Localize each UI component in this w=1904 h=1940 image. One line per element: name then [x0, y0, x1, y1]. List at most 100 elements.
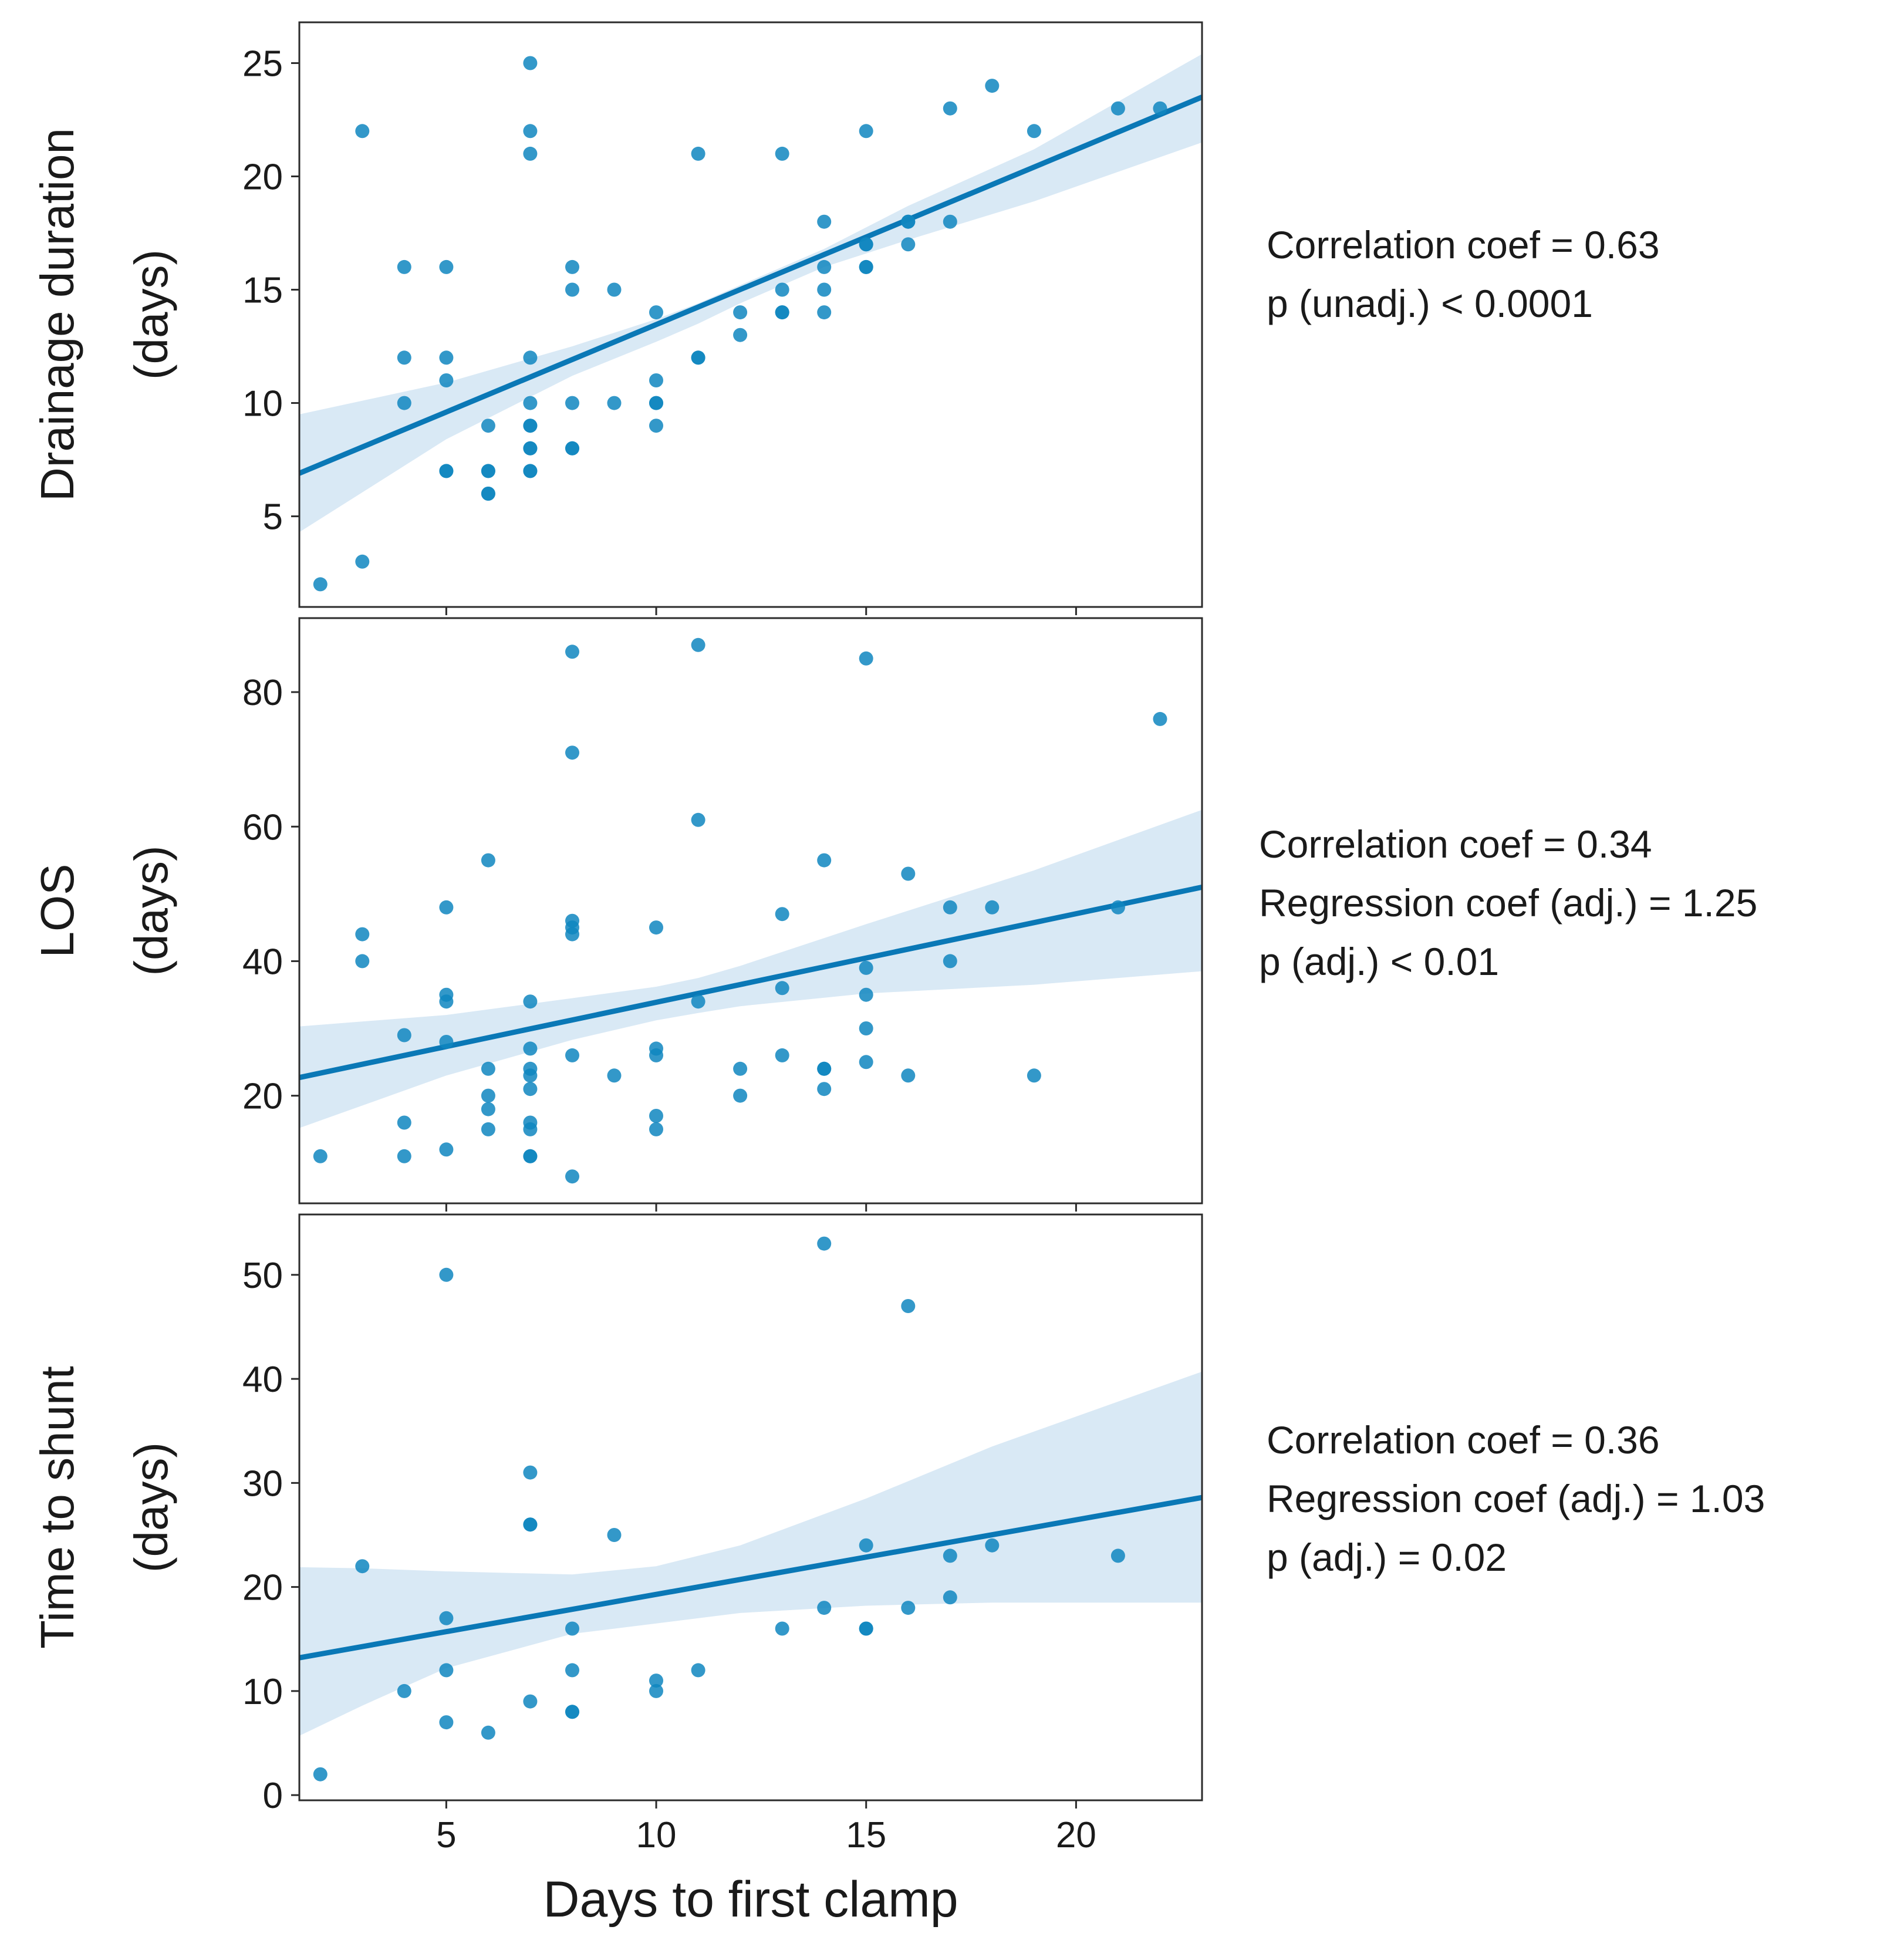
regression-line — [299, 1494, 1203, 1661]
data-point — [649, 1109, 663, 1123]
data-point — [607, 1528, 622, 1542]
y-axis-label: Drainage duration — [31, 128, 83, 501]
data-point — [775, 1621, 789, 1636]
data-point — [649, 1683, 663, 1698]
data-point — [355, 1559, 370, 1574]
y-axis-label: (days) — [125, 1442, 177, 1573]
y-axis-label: (days) — [125, 249, 177, 380]
stat-annotation: Correlation coef = 0.63 — [1267, 223, 1660, 266]
data-point — [523, 441, 538, 456]
data-point — [607, 396, 622, 410]
data-point — [313, 1149, 328, 1163]
data-point — [397, 1683, 411, 1698]
data-point — [439, 994, 454, 1009]
data-point — [859, 1055, 873, 1069]
y-tick-label: 10 — [242, 384, 283, 424]
data-point — [523, 464, 538, 478]
data-point — [691, 812, 705, 827]
data-point — [901, 214, 916, 229]
data-point — [397, 1115, 411, 1130]
data-point — [649, 305, 663, 320]
data-point — [1110, 900, 1125, 915]
stat-annotation: p (adj.) < 0.01 — [1259, 940, 1499, 983]
data-point — [481, 1061, 495, 1076]
data-point — [775, 1048, 789, 1062]
confidence-band — [299, 54, 1202, 532]
data-point — [481, 1088, 495, 1103]
y-tick-label: 20 — [242, 1568, 283, 1608]
panel-1: 5 10 15 20 25 Drainage duration (days) Correlat… — [31, 21, 1660, 615]
data-point — [859, 259, 873, 274]
data-point — [565, 282, 579, 297]
y-axis-label: (days) — [125, 845, 177, 976]
data-point — [817, 214, 832, 229]
data-point — [397, 259, 411, 274]
data-point — [1153, 711, 1167, 726]
data-point — [439, 1715, 454, 1730]
data-point — [1027, 1068, 1041, 1083]
x-axis-label: Days to first clamp — [543, 1871, 958, 1928]
stat-annotation: Regression coef (adj.) = 1.03 — [1267, 1477, 1765, 1520]
data-point — [355, 954, 370, 969]
data-point — [439, 1035, 454, 1049]
data-point — [943, 214, 957, 229]
data-point — [901, 866, 916, 881]
data-point — [523, 1149, 538, 1163]
data-point — [649, 419, 663, 433]
x-tick-label: 10 — [636, 1815, 677, 1855]
data-point — [607, 1068, 622, 1083]
data-point — [481, 487, 495, 501]
stat-annotation: Regression coef (adj.) = 1.25 — [1259, 881, 1757, 925]
data-point — [565, 441, 579, 456]
data-point — [817, 1061, 832, 1076]
data-point — [649, 1048, 663, 1062]
data-point — [691, 1663, 705, 1678]
data-point — [691, 350, 705, 365]
data-point — [733, 1088, 748, 1103]
data-point — [523, 146, 538, 161]
data-point — [439, 350, 454, 365]
y-tick-label: 40 — [242, 1359, 283, 1400]
data-point — [565, 927, 579, 942]
data-point — [523, 1122, 538, 1136]
data-point — [859, 960, 873, 975]
data-point — [649, 920, 663, 935]
data-point — [733, 305, 748, 320]
data-point — [691, 994, 705, 1009]
panel-3: 0 10 20 30 40 50 5 10 15 20 Time to shunt (days) Day… — [31, 1213, 1765, 1928]
data-point — [817, 259, 832, 274]
data-point — [397, 1028, 411, 1042]
data-point — [1153, 101, 1167, 116]
data-point — [481, 1725, 495, 1740]
data-point — [439, 900, 454, 915]
data-point — [859, 124, 873, 139]
data-point — [397, 350, 411, 365]
y-tick-label: 80 — [242, 673, 283, 713]
data-point — [355, 927, 370, 942]
data-point — [523, 124, 538, 139]
data-point — [817, 305, 832, 320]
data-point — [565, 645, 579, 659]
x-tick-label: 5 — [436, 1815, 456, 1855]
data-point — [859, 1021, 873, 1035]
data-point — [901, 237, 916, 252]
stat-annotation: Correlation coef = 0.34 — [1259, 822, 1652, 866]
data-point — [397, 1149, 411, 1163]
data-point — [523, 1694, 538, 1709]
data-point — [397, 396, 411, 410]
data-point — [817, 853, 832, 868]
regression-line — [298, 95, 1203, 476]
data-point — [481, 1102, 495, 1116]
data-point — [607, 282, 622, 297]
data-point — [859, 1621, 873, 1636]
data-point — [943, 101, 957, 116]
data-point — [901, 1601, 916, 1615]
data-point — [565, 1169, 579, 1184]
panel-2: 20 40 60 80 LOS (days) Correlation coef = 0.34… — [31, 617, 1757, 1212]
data-point — [649, 1122, 663, 1136]
data-point — [649, 1674, 663, 1688]
data-point — [313, 577, 328, 592]
data-point — [649, 373, 663, 387]
data-point — [565, 259, 579, 274]
